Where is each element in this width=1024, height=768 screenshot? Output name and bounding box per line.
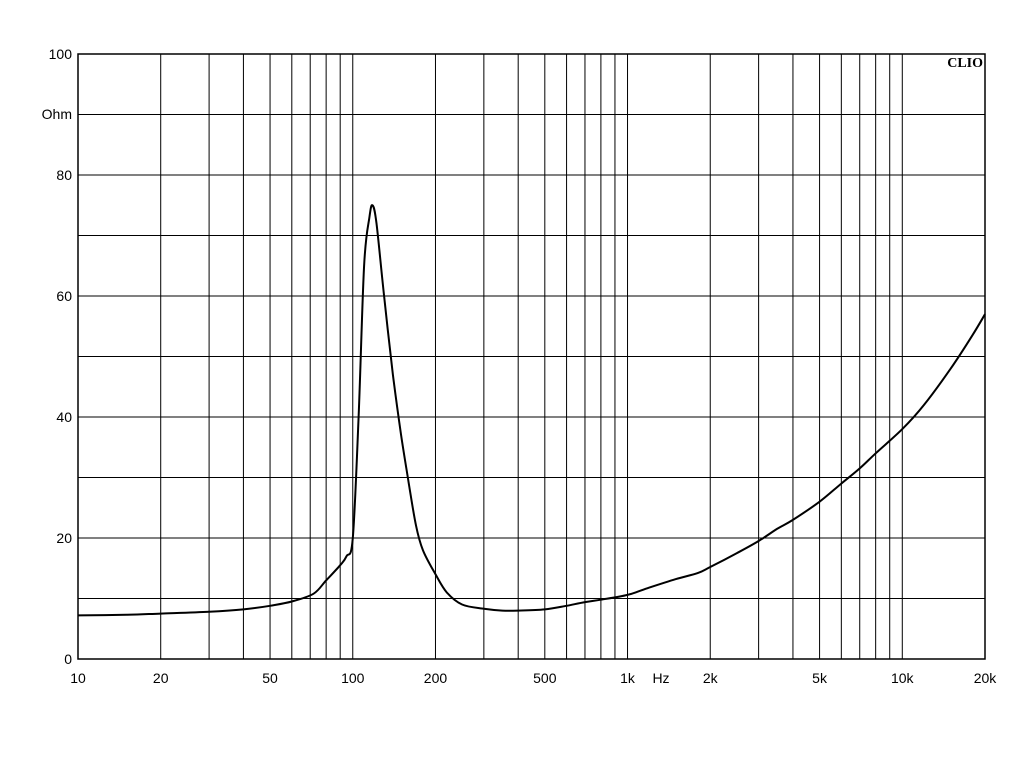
x-axis-label: Hz bbox=[652, 670, 669, 686]
x-axis-tick-labels: 10 20 50 100 200 500 1k 2k 5k 10k 20k bbox=[70, 670, 997, 686]
x-tick-label: 5k bbox=[812, 670, 828, 686]
y-tick-label: 60 bbox=[56, 288, 72, 304]
grid bbox=[78, 54, 985, 659]
impedance-curve bbox=[77, 204, 986, 617]
x-tick-label: 2k bbox=[703, 670, 719, 686]
curves bbox=[77, 204, 986, 617]
brand-logo: CLIO bbox=[947, 56, 983, 71]
y-axis-tick-labels: 0 20 40 60 80 100 bbox=[49, 46, 73, 667]
x-tick-label: 20k bbox=[974, 670, 998, 686]
y-tick-label: 0 bbox=[64, 651, 72, 667]
y-tick-label: 80 bbox=[56, 167, 72, 183]
x-tick-label: 1k bbox=[620, 670, 636, 686]
x-tick-label: 20 bbox=[153, 670, 169, 686]
x-tick-label: 500 bbox=[533, 670, 557, 686]
x-tick-label: 100 bbox=[341, 670, 365, 686]
y-tick-label: 40 bbox=[56, 409, 72, 425]
x-tick-label: 50 bbox=[262, 670, 278, 686]
x-tick-label: 10k bbox=[891, 670, 915, 686]
y-tick-label: 100 bbox=[49, 46, 73, 62]
y-tick-label: 20 bbox=[56, 530, 72, 546]
y-axis-label: Ohm bbox=[42, 106, 72, 122]
x-tick-label: 200 bbox=[424, 670, 448, 686]
plot-frame bbox=[77, 53, 986, 660]
x-tick-label: 10 bbox=[70, 670, 86, 686]
